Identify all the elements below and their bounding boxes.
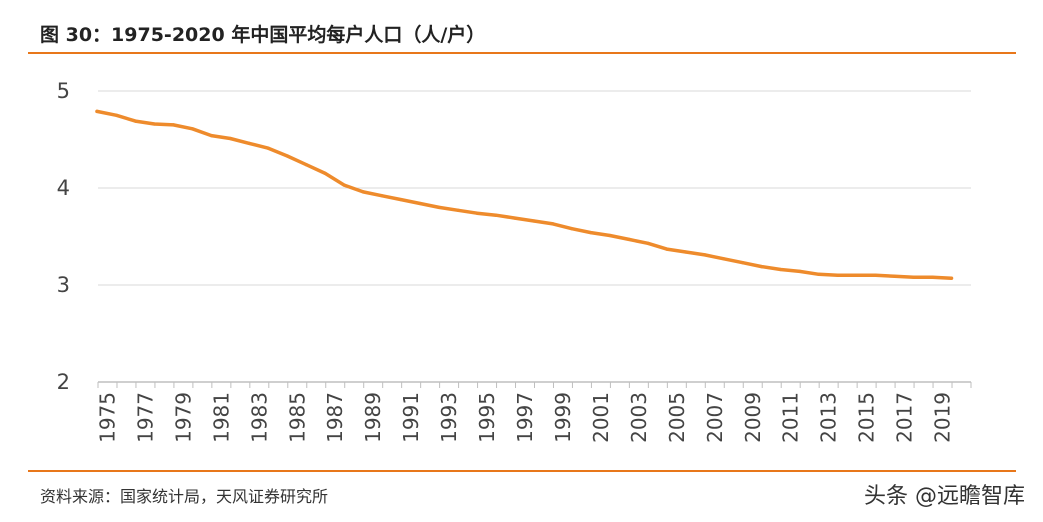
data-point <box>380 194 384 198</box>
series-layer <box>95 109 954 280</box>
data-point <box>475 211 479 215</box>
x-tick-label: 1987 <box>323 392 347 443</box>
x-tick-label: 1975 <box>95 392 119 443</box>
line-chart: 2 3 4 5 1975 1977 1979 1981 1983 1985 1987 1989 199… <box>57 79 972 443</box>
data-point <box>399 198 403 202</box>
x-tick-label: 1997 <box>513 392 537 443</box>
data-point <box>646 241 650 245</box>
data-point <box>171 123 175 127</box>
grid-lines <box>98 90 971 286</box>
data-point <box>532 219 536 223</box>
watermark: 头条 @远瞻智库 <box>864 484 1025 509</box>
data-point <box>627 237 631 241</box>
data-point <box>874 273 878 277</box>
x-tick-label: 2019 <box>931 392 955 443</box>
data-point <box>722 257 726 261</box>
source-note: 资料来源：国家统计局，天风证券研究所 <box>40 487 329 506</box>
x-tick-label: 1983 <box>247 392 271 443</box>
x-tick-label: 2001 <box>589 392 613 443</box>
data-point <box>684 250 688 254</box>
data-point <box>608 233 612 238</box>
data-point <box>798 269 802 273</box>
data-point <box>760 265 764 269</box>
x-tick-label: 2015 <box>855 392 879 443</box>
data-point <box>949 276 954 280</box>
x-tick-label: 2017 <box>893 392 917 443</box>
data-point <box>551 222 555 226</box>
data-point <box>912 275 916 279</box>
data-point <box>133 119 137 123</box>
data-point <box>361 190 365 194</box>
x-tick-label: 2005 <box>665 392 689 443</box>
data-point <box>570 227 574 231</box>
x-tick-label: 1999 <box>551 392 575 443</box>
data-point <box>589 231 593 235</box>
x-tick-label: 2007 <box>703 392 727 443</box>
x-tick-label: 2011 <box>779 392 803 443</box>
data-point <box>228 136 232 141</box>
y-tick-label: 3 <box>57 273 70 297</box>
x-tick-label: 1991 <box>399 392 423 443</box>
data-point <box>437 205 441 209</box>
x-tick-label: 2003 <box>627 392 651 443</box>
data-point <box>266 146 270 150</box>
data-point <box>494 213 498 217</box>
title-divider <box>28 52 1016 54</box>
data-point <box>285 154 289 158</box>
data-point <box>741 261 745 265</box>
data-point <box>95 109 99 113</box>
x-tick-label: 2013 <box>817 392 841 443</box>
data-point <box>190 127 194 131</box>
x-tick-label: 1985 <box>285 392 309 443</box>
y-tick-label: 4 <box>57 176 70 200</box>
series-line <box>95 109 954 280</box>
x-tick-label: 1995 <box>475 392 499 443</box>
y-tick-label: 5 <box>57 79 70 103</box>
data-point <box>323 171 327 175</box>
data-point <box>114 113 119 117</box>
data-point <box>418 201 422 206</box>
y-tick-labels: 2 3 4 5 <box>57 79 70 394</box>
x-tick-label: 1989 <box>361 392 385 443</box>
page-title: 图 30：1975-2020 年中国平均每户人口（人/户） <box>40 24 486 46</box>
data-point <box>703 253 707 257</box>
data-point <box>855 273 859 277</box>
data-point <box>930 275 935 279</box>
footer-divider <box>28 470 1016 472</box>
x-tick-labels: 1975 1977 1979 1981 1983 1985 1987 1989 1991 1993… <box>95 392 954 443</box>
y-tick-label: 2 <box>57 370 70 394</box>
x-tick-label: 1993 <box>437 392 461 443</box>
x-tick-label: 1977 <box>133 392 157 443</box>
x-axis <box>97 381 972 388</box>
data-point <box>456 208 460 212</box>
data-point <box>247 141 251 145</box>
data-point <box>836 273 840 277</box>
data-point <box>209 134 213 138</box>
data-point <box>665 247 669 251</box>
data-point <box>893 274 897 278</box>
data-point <box>152 122 156 126</box>
x-tick-label: 1981 <box>209 392 233 443</box>
x-tick-label: 2009 <box>741 392 765 443</box>
data-point <box>513 216 517 220</box>
data-point <box>342 183 346 187</box>
x-tick-label: 1979 <box>171 392 195 443</box>
data-point <box>304 163 308 167</box>
data-point <box>779 267 783 272</box>
data-point <box>817 272 821 276</box>
